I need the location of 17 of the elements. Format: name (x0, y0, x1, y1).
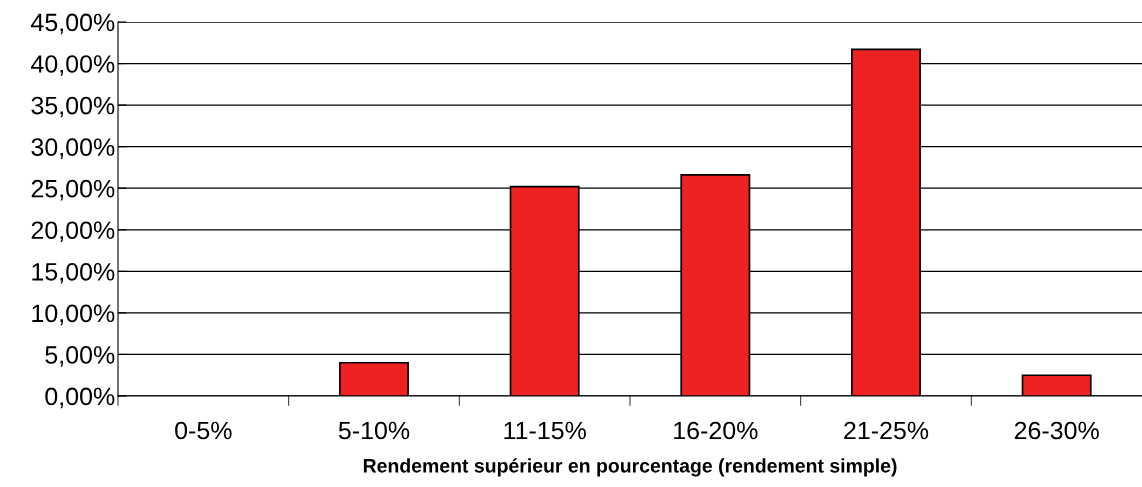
x-tick-label: 5-10% (338, 421, 410, 440)
y-tick-label: 35,00% (31, 96, 115, 118)
y-tick-label: 10,00% (32, 304, 115, 326)
y-tick-label: 30,00% (31, 138, 115, 159)
x-tick-label: 26-30% (1014, 421, 1099, 440)
y-tick-label: 15,00% (32, 262, 115, 284)
y-tick-label: 25,00% (31, 179, 115, 201)
x-tick-label: 16-20% (674, 421, 758, 440)
x-tick-label: 11-15% (504, 421, 586, 440)
y-tick-label: 40,00% (31, 55, 115, 76)
y-tick-label: 5,00% (45, 346, 115, 367)
x-axis-title: Rendement supérieur en pourcentage (rendement simple) (363, 458, 897, 477)
y-tick-label: 45,00% (31, 13, 115, 35)
y-tick-label: 0,00% (45, 387, 115, 409)
x-tick-label: 21-25% (844, 421, 929, 440)
x-tick-label: 0-5% (175, 421, 232, 440)
y-tick-label: 20,00% (31, 221, 115, 243)
